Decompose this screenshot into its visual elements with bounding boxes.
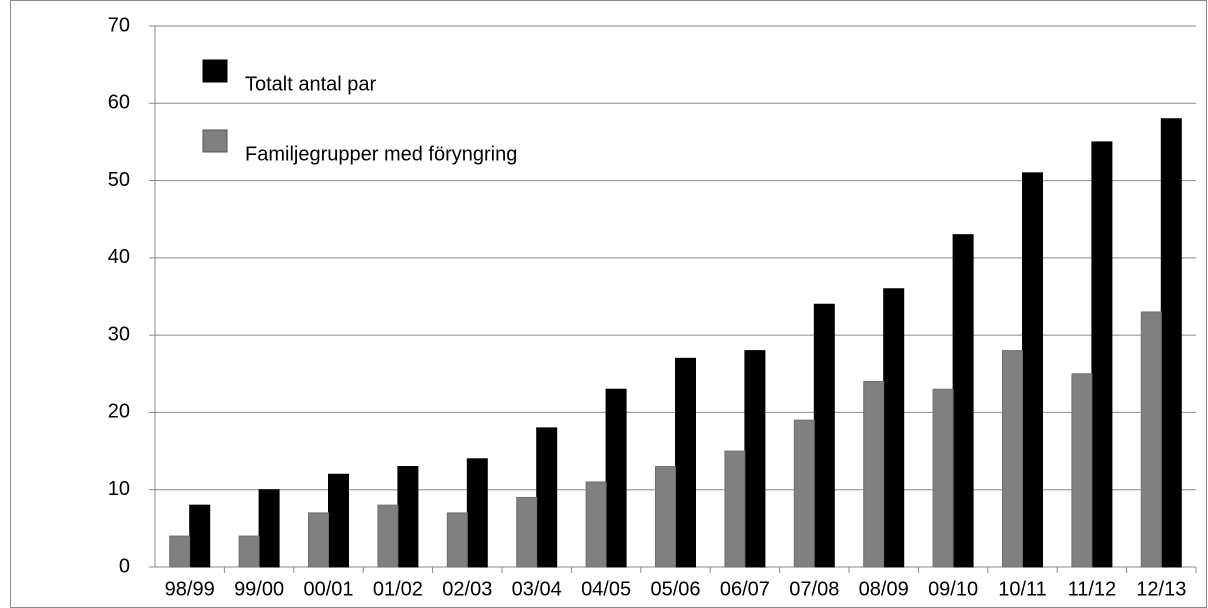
bar [863,381,885,568]
x-tick-label: 07/08 [789,578,839,600]
legend-label: Totalt antal par [245,73,377,95]
x-tick-label: 09/10 [928,578,978,600]
bar [932,388,954,568]
bar [793,419,815,568]
bar [258,489,280,568]
bar [308,512,329,568]
x-tick-label: 08/09 [859,578,909,600]
bar [675,357,696,568]
bar [585,481,607,568]
x-tick-label: 03/04 [512,578,562,600]
x-tick-label: 12/13 [1136,578,1186,600]
bar [1002,350,1023,568]
bar [1160,118,1182,568]
bar [605,388,627,568]
x-tick-label: 05/06 [650,578,700,600]
x-tick-label: 01/02 [373,578,423,600]
x-tick-label: 04/05 [581,578,631,600]
bar [397,466,419,568]
y-tick-label: 50 [108,169,130,191]
bar [744,350,766,568]
x-tick-label: 00/01 [303,578,353,600]
bar [1140,311,1162,568]
legend-swatch [202,129,228,153]
bar [1071,373,1093,568]
bar [169,535,191,568]
bar [813,303,835,568]
bar [466,458,488,568]
x-tick-label: 11/12 [1068,578,1117,600]
bar [724,450,746,568]
bar [516,496,538,568]
y-tick-label: 10 [108,478,130,500]
bar [377,504,399,568]
x-tick-label: 99/00 [234,578,284,600]
bar [238,535,260,568]
y-tick-label: 0 [119,555,130,577]
y-tick-label: 20 [108,401,130,423]
x-tick-label: 06/07 [720,578,770,600]
y-tick-label: 40 [108,246,130,268]
legend-swatch [202,59,228,83]
x-tick-label: 02/03 [442,578,492,600]
legend-label: Familjegrupper med föryngring [245,143,517,165]
y-tick-label: 30 [108,323,130,345]
x-tick-label: 10/11 [998,578,1047,600]
bar [189,504,211,568]
bar [883,288,905,568]
bar [328,473,349,568]
bar [446,512,468,568]
bar [1091,141,1113,568]
x-tick-label: 98/99 [165,578,215,600]
bar [952,234,974,568]
bar [655,466,676,568]
bar [536,427,558,568]
y-tick-label: 60 [108,92,130,114]
bar [1022,172,1043,568]
y-tick-label: 70 [108,14,130,36]
